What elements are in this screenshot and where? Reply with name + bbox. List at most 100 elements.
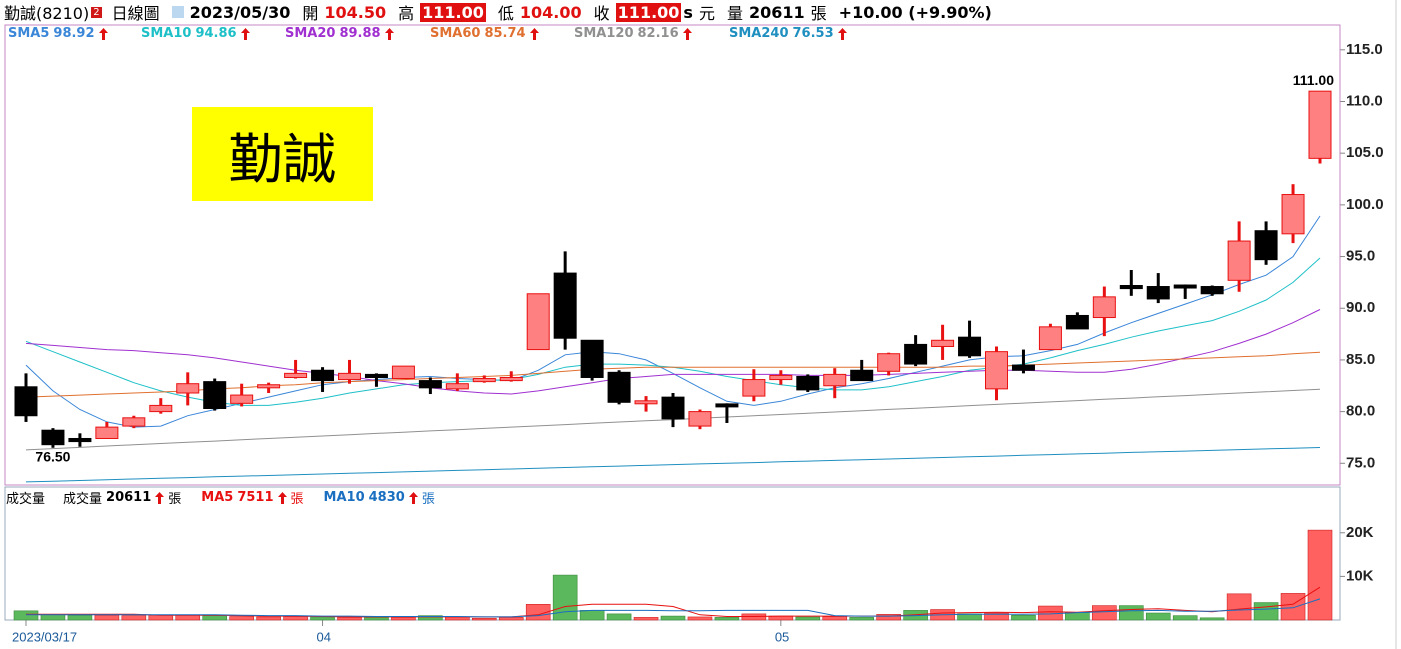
candle-body [311,369,335,382]
candle-body [257,384,281,389]
x-tick-label: 05 [775,629,789,644]
candle-body [95,426,119,439]
legend-value: 7511 [237,490,274,505]
candle-body [472,378,496,383]
candle-body [958,336,982,357]
volume-bar [849,617,875,621]
candle-body [230,394,254,404]
checkbox[interactable] [171,6,184,18]
legend-name: MA10 [323,490,365,505]
y-tick-label: 90.0 [1346,299,1375,316]
y-tick-label: 105.0 [1346,144,1384,161]
candle-body [14,386,38,417]
volume-bar [795,616,821,621]
candle-body [688,411,712,427]
volume-bar [1145,612,1171,621]
low-label: 低 [497,4,514,23]
volume-bar [984,612,1009,621]
volume-bar [1226,593,1252,621]
y-tick-label: 110.0 [1346,92,1383,109]
candle-body [931,339,955,347]
volume-bar [148,614,174,621]
volume-bar [175,614,201,621]
overlay-label: 勤誠 [192,107,373,201]
volume-bar [256,616,281,621]
legend-value: 85.74 [484,26,526,41]
volume-bar [606,613,632,621]
x-tick-label: 2023/03/17 [12,629,77,644]
candle-body [499,376,523,382]
volume-bar [1280,593,1306,621]
volume-bar [1172,615,1198,621]
legend-name: SMA10 [141,26,192,41]
legend-value: 94.86 [195,26,237,41]
close-label: 收 [593,4,610,23]
volume-bar [391,617,416,621]
candle-body [203,381,227,410]
volume-bar [687,616,713,621]
volume-bar [94,614,120,621]
volume-bar [633,617,659,621]
candle-body [391,365,415,380]
open-label: 開 [302,4,319,23]
arrow-shape [837,27,847,40]
change: +10.00 (+9.90%) [838,2,992,22]
arrow [384,27,394,40]
candle-body [364,373,388,378]
volume-bar [1118,605,1144,621]
volume-bar [1011,614,1036,621]
candle-body [661,396,685,420]
legend-value: 82.16 [637,26,679,41]
high-label: 高 [398,4,415,23]
unit: 張 [421,492,435,507]
unit: 張 [810,4,827,23]
volume-bar [876,614,901,621]
ma-line [26,598,1321,618]
y-tick-label: 20K [1346,524,1374,541]
arrow-shape [408,491,418,504]
price-panel [4,24,1341,486]
arrow-shape [384,27,394,40]
volume-bar [822,616,848,621]
candle-body [580,339,604,378]
volume-bar [364,617,389,621]
candle-body [796,375,820,391]
volume-bar [498,617,524,621]
low-label: 76.50 [35,448,70,464]
volume-bar [229,616,254,621]
arrow-shape [682,27,692,40]
legend-name: MA5 [201,490,234,505]
candle-body [823,373,847,387]
candle-body [850,369,874,382]
volume-bar [660,615,686,621]
volume-label: 量 [726,4,743,23]
legend: SMA240 76.53 [729,26,851,41]
candle-body [1065,314,1089,330]
y-tick-label: 95.0 [1346,248,1375,265]
low: 104.00 [519,2,582,22]
volume-bar [283,616,308,621]
legend-value: 89.88 [339,26,381,41]
volume-bar [418,615,443,621]
volume-bar [1065,612,1090,621]
arrow [682,27,692,40]
candle-body [742,379,766,397]
legend-name: SMA240 [729,26,789,41]
y-tick-label: 85.0 [1346,351,1375,368]
unit: 張 [168,492,182,507]
candle-body [1281,194,1305,235]
y-tick-label: 115.0 [1346,41,1383,58]
candle-body [41,429,65,446]
volume-bar [1253,602,1279,621]
volume-bar [202,615,228,621]
volume-bar [337,617,362,621]
x-tick-label: 04 [317,629,331,644]
arrow [98,27,108,40]
candle-body [634,400,658,405]
legend-name: SMA5 [8,26,50,41]
legend: SMA20 89.88 [285,26,398,41]
arrow-shape [98,27,108,40]
candle-body [1308,90,1332,159]
